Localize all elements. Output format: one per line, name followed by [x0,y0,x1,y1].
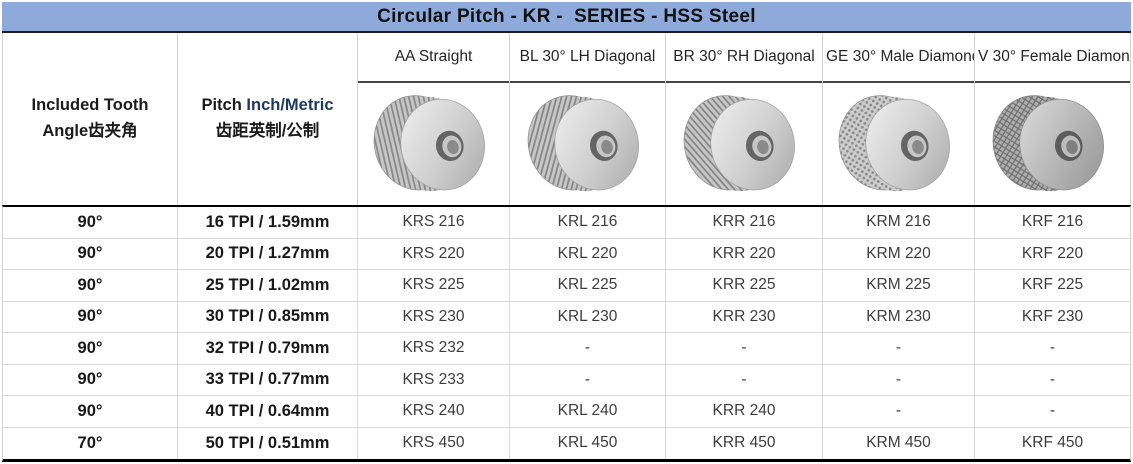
model-cell: KRS 220 [358,238,510,269]
model-cell: KRF 220 [1021,244,1084,262]
model-cell: - [823,396,975,427]
column-ge-male-diamond: GE 30° Male Diamond [823,33,975,205]
pitch-header-line1: Pitch Inch/Metric [201,93,333,119]
model-cell: KRR 230 [666,301,823,332]
straight-knurl-wheel-icon [373,95,485,192]
pitch-cell: 16 TPI / 1.59mm [178,207,358,238]
model-cell: - [510,364,666,395]
model-cell: - [666,333,823,364]
model-cell: KRS 225 [358,270,510,301]
model-cell: KRF 216 [1021,213,1084,231]
pitch-cell: 25 TPI / 1.02mm [178,270,358,301]
model-cell: KRM 230 [823,301,975,332]
column-bl-lh-diagonal: BL 30° LH Diagonal [510,33,666,205]
model-cell: KRL 240 [510,396,666,427]
model-cell: KRR 240 [666,396,823,427]
model-cell: KRS 450 [358,427,510,459]
bl-lh-diagonal-label: BL 30° LH Diagonal [510,33,665,83]
angle-cell: 90° [3,207,178,238]
model-cell: KRL 230 [510,301,666,332]
angle-header-line2: Angle齿夹角 [42,122,138,140]
table-row-2: 90° 20 TPI / 1.27mm KRS 220 KRL 220 KRR … [3,238,1130,270]
model-cell: KRF 230 [1021,307,1084,325]
inch-metric-word: Inch/Metric [246,96,334,115]
table-row-8: 70° 50 TPI / 0.51mm KRS 450 KRL 450 KRR … [3,427,1130,459]
angle-cell: 70° [3,427,178,459]
table-row-6: 90° 33 TPI / 0.77mm KRS 233 - - - - [3,364,1130,396]
angle-cell: 90° [3,333,178,364]
table-row-3: 90° 25 TPI / 1.02mm KRS 225 KRL 225 KRR … [3,270,1130,302]
angle-cell: 90° [3,301,178,332]
model-cell: KRS 232 [358,333,510,364]
model-cell: - [823,364,975,395]
pitch-cell: 20 TPI / 1.27mm [178,238,358,269]
pitch-cell: 33 TPI / 0.77mm [178,364,358,395]
included-tooth-angle-header: Included Tooth Angle齿夹角 [3,33,178,205]
model-cell: KRL 225 [510,270,666,301]
model-cell: KRL 450 [510,427,666,459]
br-rh-diagonal-label: BR 30° RH Diagonal [666,33,822,83]
right-diagonal-knurl-wheel-icon [683,95,795,192]
aa-straight-label: AA Straight [358,33,509,83]
model-cell: KRS 240 [358,396,510,427]
ge-male-diamond-label: GE 30° Male Diamond [823,33,974,83]
model-cell: KRM 216 [823,207,975,238]
model-cell: KRR 225 [666,270,823,301]
model-cell: KRR 220 [666,238,823,269]
model-cell: KRS 233 [358,364,510,395]
model-cell: - [1049,339,1056,357]
model-cell: - [666,364,823,395]
male-diamond-knurl-wheel-icon [838,95,950,192]
model-cell: KRM 225 [823,270,975,301]
pitch-cell: 40 TPI / 0.64mm [178,396,358,427]
column-v-female-diamond: V 30° Female Diamond [975,33,1130,205]
model-cell: - [1049,402,1056,420]
bl-lh-diagonal-image-cell [510,83,665,205]
pitch-cell: 30 TPI / 0.85mm [178,301,358,332]
pitch-word: Pitch [201,96,242,115]
model-cell: KRR 216 [666,207,823,238]
data-table: 90° 16 TPI / 1.59mm KRS 216 KRL 216 KRR … [2,205,1131,462]
pitch-header: Pitch Inch/Metric 齿距英制/公制 [178,33,358,205]
pitch-cell: 50 TPI / 0.51mm [178,427,358,459]
column-aa-straight: AA Straight [358,33,510,205]
angle-cell: 90° [3,396,178,427]
angle-header-line1: Included Tooth [31,96,149,115]
angle-cell: 90° [3,238,178,269]
angle-cell: 90° [3,364,178,395]
pitch-header-line2: 齿距英制/公制 [215,122,320,140]
model-cell: KRF 450 [1021,434,1084,452]
model-cell: - [823,333,975,364]
left-diagonal-knurl-wheel-icon [527,95,639,192]
table-header: Included Tooth Angle齿夹角 Pitch Inch/Metri… [2,33,1131,205]
table-row-4: 90° 30 TPI / 0.85mm KRS 230 KRL 230 KRR … [3,301,1130,333]
model-cell: - [510,333,666,364]
v-female-diamond-image-cell [975,83,1130,205]
female-diamond-knurl-wheel-icon [992,95,1104,192]
model-cell: KRS 216 [358,207,510,238]
model-cell: KRS 230 [358,301,510,332]
aa-straight-image-cell [358,83,509,205]
table-title: Circular Pitch - KR - SERIES - HSS Steel [2,2,1131,33]
table-row-7: 90° 40 TPI / 0.64mm KRS 240 KRL 240 KRR … [3,396,1130,428]
ge-male-diamond-image-cell [823,83,974,205]
br-rh-diagonal-image-cell [666,83,822,205]
table-row-1: 90° 16 TPI / 1.59mm KRS 216 KRL 216 KRR … [3,207,1130,239]
pitch-cell: 32 TPI / 0.79mm [178,333,358,364]
column-br-rh-diagonal: BR 30° RH Diagonal [666,33,823,205]
model-cell: KRL 216 [510,207,666,238]
model-cell: KRR 450 [666,427,823,459]
model-cell: KRM 450 [823,427,975,459]
model-cell: KRF 225 [1021,276,1084,294]
model-cell: KRL 220 [510,238,666,269]
v-female-diamond-label: V 30° Female Diamond [975,33,1130,83]
model-cell: - [1049,370,1056,388]
model-cell: KRM 220 [823,238,975,269]
table-row-5: 90° 32 TPI / 0.79mm KRS 232 - - - - [3,333,1130,365]
angle-cell: 90° [3,270,178,301]
